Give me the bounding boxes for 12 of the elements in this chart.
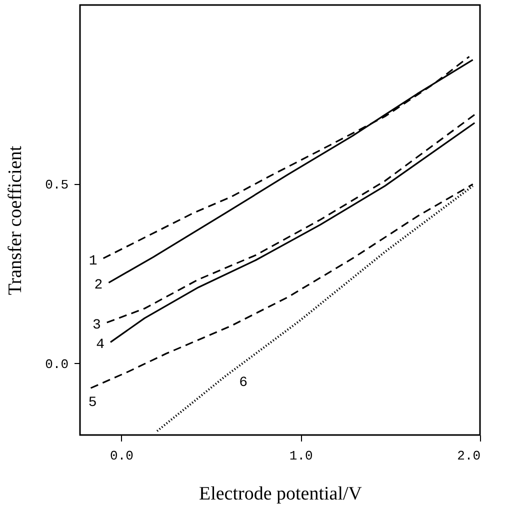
y-tick-label: 0.5 <box>45 178 68 193</box>
series-label: 1 <box>88 253 98 270</box>
x-axis-title: Electrode potential/V <box>198 484 362 504</box>
x-tick-label: 1.0 <box>289 448 313 464</box>
series-label: 6 <box>239 375 248 392</box>
x-tick-label: 2.0 <box>457 448 480 464</box>
x-tick-label: 0.0 <box>110 448 134 464</box>
y-axis-title: Transfer coefficient <box>5 145 26 296</box>
series-label: 3 <box>92 317 101 334</box>
series-label: 2 <box>94 278 103 294</box>
series-label: 5 <box>88 395 97 412</box>
series-label: 4 <box>96 337 104 354</box>
